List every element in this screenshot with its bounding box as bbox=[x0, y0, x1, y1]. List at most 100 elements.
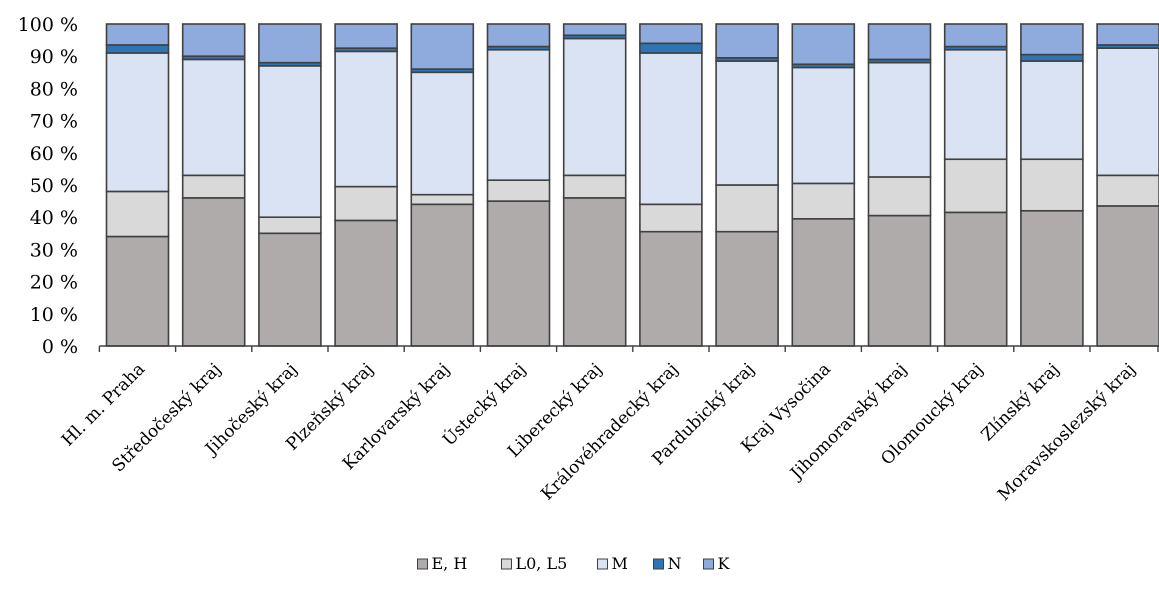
bar-segment bbox=[258, 23, 322, 64]
bar-segment bbox=[791, 182, 856, 220]
bar-stack bbox=[562, 23, 627, 347]
y-tick-label: 10 % bbox=[30, 304, 78, 326]
legend-label: L0, L5 bbox=[516, 554, 568, 573]
bar-segment bbox=[867, 176, 932, 217]
bar-stack bbox=[181, 23, 246, 347]
y-tick-label: 40 % bbox=[30, 207, 78, 229]
legend-item: M bbox=[597, 554, 628, 573]
bar-stack bbox=[943, 23, 1008, 347]
bar-stack bbox=[791, 23, 856, 347]
legend-item: L0, L5 bbox=[501, 554, 568, 573]
bar-segment bbox=[410, 23, 475, 70]
bar-segment bbox=[639, 52, 703, 206]
bar-segment bbox=[334, 50, 398, 188]
bar-segment bbox=[715, 184, 779, 233]
bar-segment bbox=[258, 216, 322, 235]
bar-segment bbox=[639, 42, 703, 54]
bar-segment bbox=[105, 23, 170, 46]
bar-segment bbox=[1020, 53, 1084, 62]
bar-segment bbox=[791, 66, 856, 185]
bar-segment bbox=[1020, 209, 1084, 347]
y-axis: 0 % 10 % 20 % 30 % 40 % 50 % 60 % 70 % 80 % 90 % 1… bbox=[18, 14, 78, 358]
legend-label: K bbox=[718, 554, 731, 573]
bar-segment bbox=[105, 190, 170, 238]
x-category-label: Královéhradecký kraj bbox=[537, 359, 682, 504]
bar-segment bbox=[410, 203, 475, 347]
bar-segment bbox=[715, 23, 779, 59]
bar-segment bbox=[639, 230, 703, 347]
bar-segment bbox=[562, 197, 627, 347]
bar-segment bbox=[943, 48, 1008, 161]
y-tick-label: 60 % bbox=[30, 143, 78, 165]
legend-swatch bbox=[597, 558, 608, 570]
bar-stack bbox=[1096, 23, 1159, 347]
bar-segment bbox=[1096, 23, 1159, 46]
bar-segment bbox=[943, 23, 1008, 48]
x-category-label: Zlínský kraj bbox=[978, 359, 1064, 445]
bar-stack bbox=[715, 23, 779, 347]
y-tick-label: 50 % bbox=[30, 175, 78, 197]
legend-item: E, H bbox=[417, 554, 468, 573]
bar-segment bbox=[410, 71, 475, 196]
bar-segment bbox=[258, 232, 322, 347]
bar-stack bbox=[410, 23, 475, 347]
bar-stack bbox=[1020, 23, 1084, 347]
bar-segment bbox=[105, 235, 170, 347]
bar-segment bbox=[791, 218, 856, 347]
bar-stack bbox=[867, 23, 932, 347]
bar-segment bbox=[105, 52, 170, 193]
bar-segment bbox=[1020, 23, 1084, 56]
y-tick-label: 100 % bbox=[18, 14, 78, 36]
legend-label: E, H bbox=[432, 554, 468, 573]
bar-segment bbox=[1020, 158, 1084, 212]
bar-segment bbox=[562, 174, 627, 199]
bar-segment bbox=[410, 193, 475, 206]
bar-segment bbox=[486, 200, 551, 347]
bar-stack bbox=[258, 23, 322, 347]
legend-swatch bbox=[417, 558, 428, 570]
legend-swatch bbox=[703, 558, 714, 570]
bar-segment bbox=[334, 185, 398, 222]
bar-segment bbox=[105, 44, 170, 54]
bar-group bbox=[105, 23, 1159, 347]
bar-stack bbox=[334, 23, 398, 347]
bar-segment bbox=[639, 203, 703, 233]
bar-segment bbox=[334, 219, 398, 347]
legend-item: N bbox=[653, 554, 682, 573]
bar-segment bbox=[1020, 60, 1084, 161]
y-tick-label: 80 % bbox=[30, 78, 78, 100]
bar-segment bbox=[715, 60, 779, 186]
legend: E, H L0, L5 M N K bbox=[417, 554, 731, 573]
legend-item: K bbox=[703, 554, 731, 573]
bar-segment bbox=[181, 197, 246, 347]
bar-segment bbox=[486, 48, 551, 181]
bar-segment bbox=[181, 174, 246, 199]
y-tick-label: 30 % bbox=[30, 239, 78, 261]
legend-label: M bbox=[612, 554, 628, 573]
legend-swatch bbox=[501, 558, 512, 570]
bar-segment bbox=[791, 23, 856, 66]
bar-segment bbox=[867, 214, 932, 347]
x-category-label: Moravskoslezský kraj bbox=[994, 359, 1140, 505]
bar-segment bbox=[867, 61, 932, 178]
bar-segment bbox=[486, 23, 551, 48]
bar-segment bbox=[715, 230, 779, 347]
bar-segment bbox=[867, 23, 932, 61]
bar-segment bbox=[562, 23, 627, 37]
bar-segment bbox=[181, 23, 246, 58]
bar-segment bbox=[258, 65, 322, 218]
bar-segment bbox=[1096, 205, 1159, 347]
bar-segment bbox=[1096, 47, 1159, 177]
bar-stack bbox=[639, 23, 703, 347]
legend-swatch bbox=[653, 558, 664, 570]
y-tick-label: 90 % bbox=[30, 46, 78, 68]
y-tick-label: 0 % bbox=[42, 336, 78, 358]
y-tick-label: 20 % bbox=[30, 272, 78, 294]
y-tick-label: 70 % bbox=[30, 111, 78, 133]
bar-stack bbox=[105, 23, 170, 347]
bar-segment bbox=[334, 23, 398, 49]
bar-stack bbox=[486, 23, 551, 347]
